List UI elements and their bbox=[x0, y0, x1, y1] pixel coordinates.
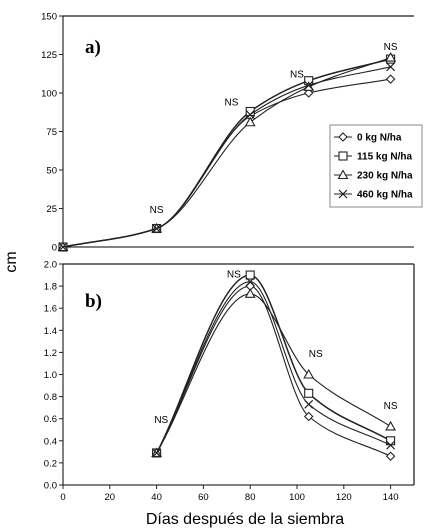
y-tick-label: 1.4 bbox=[44, 326, 57, 337]
y-tick-label: 125 bbox=[41, 50, 57, 61]
ns-annotation: NS bbox=[290, 70, 304, 81]
y-tick-label: 0.8 bbox=[44, 392, 57, 403]
data-point-0-kg-nha bbox=[385, 74, 396, 84]
y-tick-label: 0.2 bbox=[44, 458, 57, 469]
ns-annotation: NS bbox=[384, 401, 398, 412]
data-point-460-kg-nha bbox=[245, 110, 255, 119]
ns-annotation: NS bbox=[384, 42, 398, 53]
ns-annotation: NS bbox=[150, 205, 164, 216]
y-tick-label: 25 bbox=[46, 204, 57, 215]
data-point-460-kg-nha bbox=[304, 80, 314, 90]
y-tick-label: 75 bbox=[46, 127, 57, 138]
y-tick-label: 0.6 bbox=[44, 414, 57, 425]
legend-marker-230-kg-nha bbox=[337, 169, 349, 180]
data-point-460-kg-nha bbox=[245, 277, 255, 287]
panel-label: a) bbox=[85, 37, 101, 58]
x-tick-label: 100 bbox=[289, 492, 305, 503]
y-axis-label: cm bbox=[3, 251, 20, 272]
y-tick-label: 1.8 bbox=[44, 282, 57, 293]
legend-label-115-kg-nha: 115 kg N/ha bbox=[357, 152, 412, 163]
ns-annotation: NS bbox=[227, 269, 241, 280]
legend-label-460-kg-nha: 460 kg N/ha bbox=[357, 190, 413, 201]
y-tick-label: 150 bbox=[41, 12, 57, 23]
x-tick-label: 0 bbox=[60, 492, 65, 503]
series-line-0-kg-nha bbox=[156, 285, 391, 457]
x-tick-label: 40 bbox=[151, 492, 162, 503]
legend-marker-460-kg-nha bbox=[338, 189, 348, 199]
data-point-460-kg-nha bbox=[386, 440, 396, 450]
data-point-230-kg-nha bbox=[244, 116, 256, 127]
data-point-115-kg-nha bbox=[245, 270, 255, 280]
data-point-460-kg-nha bbox=[386, 62, 396, 72]
ns-annotation: NS bbox=[154, 415, 168, 426]
series-line-230-kg-nha bbox=[156, 293, 391, 454]
legend-label-0-kg-nha: 0 kg N/ha bbox=[357, 133, 402, 144]
data-point-115-kg-nha bbox=[304, 388, 314, 398]
data-point-230-kg-nha bbox=[244, 288, 256, 298]
y-tick-label: 1.6 bbox=[44, 304, 57, 315]
data-point-230-kg-nha bbox=[385, 420, 397, 431]
y-tick-label: 50 bbox=[46, 166, 57, 177]
series-line-460-kg-nha bbox=[156, 281, 391, 454]
data-point-0-kg-nha bbox=[385, 451, 396, 462]
legend-marker-0-kg-nha bbox=[338, 132, 348, 142]
y-tick-label: 0.0 bbox=[44, 481, 57, 492]
x-axis-label: Días después de la siembra bbox=[146, 511, 344, 528]
x-tick-label: 80 bbox=[245, 492, 256, 503]
panel-a: 0 25 50 75 100 125 150 NS NS NS NS a) 0 kg N/ha 115 k… bbox=[41, 12, 423, 254]
data-point-460-kg-nha bbox=[152, 448, 162, 458]
panel-b: 0.0 0.2 0.4 0.6 0.8 1.0 1.2 1.4 1.6 1.8 2.0 0 20 40 60… bbox=[44, 260, 415, 503]
data-point-230-kg-nha bbox=[385, 51, 397, 62]
data-point-460-kg-nha bbox=[304, 399, 314, 409]
y-tick-label: 0.4 bbox=[44, 436, 57, 447]
y-tick-label: 1.2 bbox=[44, 348, 57, 359]
series-line-115-kg-nha bbox=[155, 274, 391, 454]
data-point-0-kg-nha bbox=[303, 88, 314, 98]
data-point-230-kg-nha bbox=[303, 368, 315, 379]
series-line-460-kg-nha bbox=[62, 66, 391, 248]
data-point-0-kg-nha bbox=[303, 411, 314, 422]
y-tick-label: 2.0 bbox=[44, 260, 57, 271]
data-point-460-kg-nha bbox=[152, 224, 162, 233]
panel-label: b) bbox=[85, 291, 102, 312]
data-point-460-kg-nha bbox=[58, 242, 68, 252]
y-tick-label: 1.0 bbox=[44, 370, 57, 381]
x-tick-label: 120 bbox=[336, 492, 352, 503]
legend-marker-115-kg-nha bbox=[338, 151, 348, 161]
ns-annotation: NS bbox=[309, 349, 323, 360]
legend-label-230-kg-nha: 230 kg N/ha bbox=[357, 171, 413, 182]
ns-annotation: NS bbox=[225, 97, 239, 108]
x-tick-label: 20 bbox=[105, 492, 116, 503]
y-tick-label: 100 bbox=[41, 89, 57, 100]
x-tick-label: 60 bbox=[198, 492, 209, 503]
y-tick-label: 0 bbox=[52, 243, 57, 254]
x-tick-label: 140 bbox=[383, 492, 399, 503]
